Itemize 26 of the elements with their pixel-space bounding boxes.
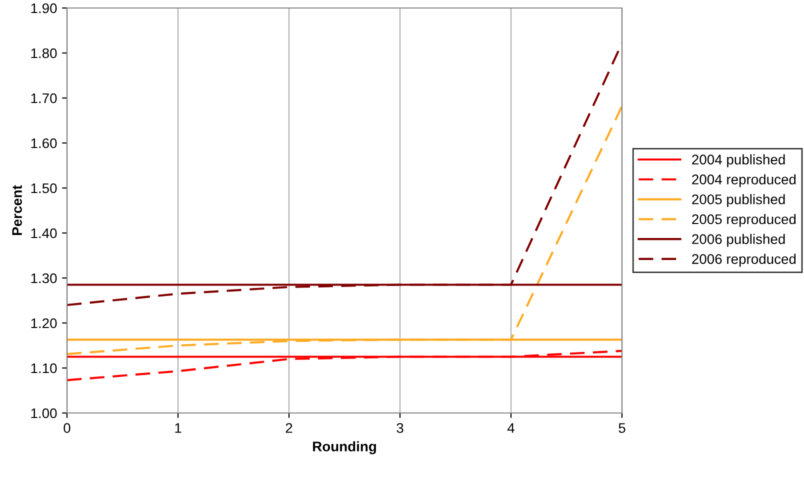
y-tick-label: 1.90 [31, 3, 57, 14]
legend-label: 2004 published [692, 154, 785, 168]
y-axis-title: Percent [12, 185, 22, 236]
y-tick-label: 1.40 [31, 228, 57, 238]
legend-label: 2005 reproduced [692, 214, 796, 227]
line-series [67, 105, 622, 356]
x-tick-label: 2 [286, 423, 292, 433]
y-tick-label: 1.20 [31, 318, 57, 328]
x-axis-title: Rounding [313, 441, 376, 454]
x-tick-label: 0 [64, 423, 70, 433]
y-tick-label: 1.00 [31, 408, 57, 418]
y-tick-label: 1.10 [31, 363, 57, 374]
legend-label: 2006 published [692, 234, 785, 247]
y-tick-label: 1.70 [31, 93, 57, 104]
x-tick-label: 4 [507, 423, 514, 433]
legend-label: 2004 reproduced [692, 174, 796, 188]
y-tick-label: 1.60 [31, 138, 57, 148]
y-tick-label: 1.30 [31, 273, 57, 284]
x-tick-label: 5 [618, 423, 626, 433]
line-series [67, 350, 622, 382]
y-tick-label: 1.80 [31, 48, 57, 58]
legend-label: 2005 published [692, 194, 785, 208]
x-tick-label: 3 [396, 423, 404, 433]
y-tick-label: 1.50 [31, 183, 57, 194]
legend-label: 2006 reproduced [692, 254, 796, 267]
x-tick-label: 1 [175, 423, 182, 433]
